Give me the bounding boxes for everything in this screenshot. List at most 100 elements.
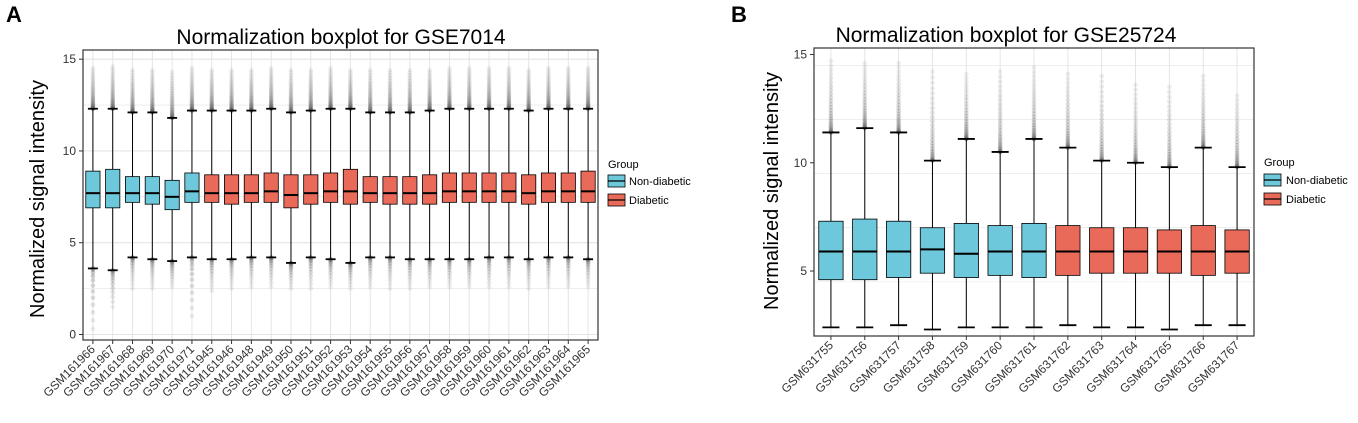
chart-a-outlier-point xyxy=(466,260,472,265)
chart-b-outlier-point xyxy=(997,124,1003,130)
chart-b-outlier-point xyxy=(828,76,834,81)
chart-b-outlier-point xyxy=(862,83,868,89)
chart-a-outlier-point xyxy=(427,70,432,76)
chart-b-outlier-point xyxy=(828,98,834,104)
chart-b-outlier-point xyxy=(964,75,969,81)
chart-a-outlier-point xyxy=(565,84,571,90)
chart-a-outlier-point xyxy=(150,95,155,100)
chart-a-box-iqr xyxy=(124,176,141,203)
chart-a-outlier-point xyxy=(268,272,274,278)
chart-a-outlier-point xyxy=(328,276,333,282)
chart-b-outlier-point xyxy=(1200,95,1206,100)
chart-a-outlier-point xyxy=(427,104,432,109)
chart-a-outlier-point xyxy=(387,281,393,287)
chart-b-outlier-point xyxy=(828,127,834,133)
chart-a-outlier-point xyxy=(526,278,531,283)
chart-a-outlier-point xyxy=(328,68,333,74)
chart-a-outlier-point xyxy=(565,272,571,278)
chart-a-outlier-point xyxy=(308,88,314,94)
chart-a-outlier-point xyxy=(447,90,452,96)
chart-b-outlier-point xyxy=(1200,106,1206,112)
chart-b-outlier-point xyxy=(964,91,969,96)
chart-a-outlier-point xyxy=(209,94,215,99)
chart-a-outlier-point xyxy=(268,78,274,83)
chart-a-outlier-point xyxy=(249,272,254,278)
chart-a-outlier-point xyxy=(308,263,314,269)
chart-b-outlier-point xyxy=(1200,73,1206,79)
chart-b-outlier-point xyxy=(1167,146,1172,151)
chart-a-outlier-point xyxy=(209,88,215,94)
chart-a-outlier-point xyxy=(447,284,452,290)
chart-a-outlier-point xyxy=(367,266,373,271)
chart-a-outlier-point xyxy=(130,266,135,272)
chart-b-outlier-point xyxy=(964,116,969,122)
chart-a-outlier-point xyxy=(229,70,234,76)
chart-a-outlier-point xyxy=(526,75,531,80)
chart-a-outlier-point xyxy=(427,84,432,89)
chart-a-box-gsm161969 xyxy=(144,67,160,291)
chart-a-outlier-point xyxy=(367,103,373,108)
chart-b-outlier-point xyxy=(828,118,834,124)
chart-a-outlier-point xyxy=(506,104,512,109)
chart-a-outlier-point xyxy=(229,286,234,291)
chart-a-outlier-point xyxy=(169,110,175,116)
chart-a-outlier-point xyxy=(150,87,155,92)
chart-a-outlier-point xyxy=(229,92,234,97)
chart-a-outlier-point xyxy=(367,89,373,95)
chart-a-outlier-point xyxy=(268,93,274,99)
chart-a-outlier-point xyxy=(546,101,551,106)
chart-a-outlier-point xyxy=(447,66,452,71)
chart-a-outlier-point xyxy=(367,67,373,73)
chart-a-outlier-point xyxy=(169,93,175,98)
chart-a-outlier-point xyxy=(328,66,333,71)
chart-a-outlier-point xyxy=(407,278,413,283)
chart-a-outlier-point xyxy=(367,269,373,274)
chart-a-outlier-point xyxy=(288,73,294,78)
chart-a-outlier-point xyxy=(189,277,195,282)
chart-a-outlier-point xyxy=(526,67,531,73)
chart-b-box-iqr xyxy=(987,225,1013,276)
chart-a-outlier-point xyxy=(209,80,215,85)
chart-b-outlier-point xyxy=(1031,114,1037,120)
chart-a-outlier-point xyxy=(367,91,373,97)
chart-a-outlier-point xyxy=(447,267,452,272)
chart-a-outlier-point xyxy=(90,93,96,99)
chart-b-outlier-point xyxy=(828,84,834,89)
chart-a-outlier-point xyxy=(90,82,96,88)
chart-a-outlier-point xyxy=(189,283,195,289)
chart-a-outlier-point xyxy=(565,86,571,92)
chart-a-outlier-point xyxy=(249,77,254,83)
chart-b-outlier-point xyxy=(1031,127,1037,132)
chart-a-outlier-point xyxy=(288,97,294,102)
chart-b-outlier-point xyxy=(896,81,901,87)
chart-a-outlier-point xyxy=(348,91,353,96)
chart-a-outlier-point xyxy=(427,75,432,80)
chart-b-outlier-point xyxy=(1200,135,1206,141)
chart-a-outlier-point xyxy=(565,66,571,71)
chart-a-outlier-point xyxy=(546,82,551,88)
chart-a-outlier-point xyxy=(407,101,413,107)
chart-a-outlier-point xyxy=(486,88,492,94)
chart-a-outlier-point xyxy=(150,286,155,291)
chart-a-outlier-point xyxy=(565,269,571,274)
chart-a-outlier-point xyxy=(447,264,452,270)
chart-a-outlier-point xyxy=(308,90,314,96)
chart-a-outlier-point xyxy=(565,75,571,81)
chart-a-outlier-point xyxy=(229,75,234,80)
chart-b-outlier-point xyxy=(1031,74,1037,79)
chart-a-outlier-point xyxy=(130,80,135,86)
chart-b-outlier-point xyxy=(930,114,935,120)
chart-b-outlier-point xyxy=(1031,90,1037,96)
chart-b-outlier-point xyxy=(997,89,1003,94)
chart-a-outlier-point xyxy=(585,264,591,270)
chart-b-outlier-point xyxy=(997,131,1003,136)
chart-a-outlier-point xyxy=(150,70,155,76)
chart-b-outlier-point xyxy=(862,115,868,120)
chart-a-outlier-point xyxy=(288,93,294,99)
chart-a-outlier-point xyxy=(546,104,551,109)
chart-b-outlier-point xyxy=(1167,151,1172,157)
chart-a-outlier-point xyxy=(328,273,333,279)
chart-b-outlier-point xyxy=(1065,71,1071,77)
